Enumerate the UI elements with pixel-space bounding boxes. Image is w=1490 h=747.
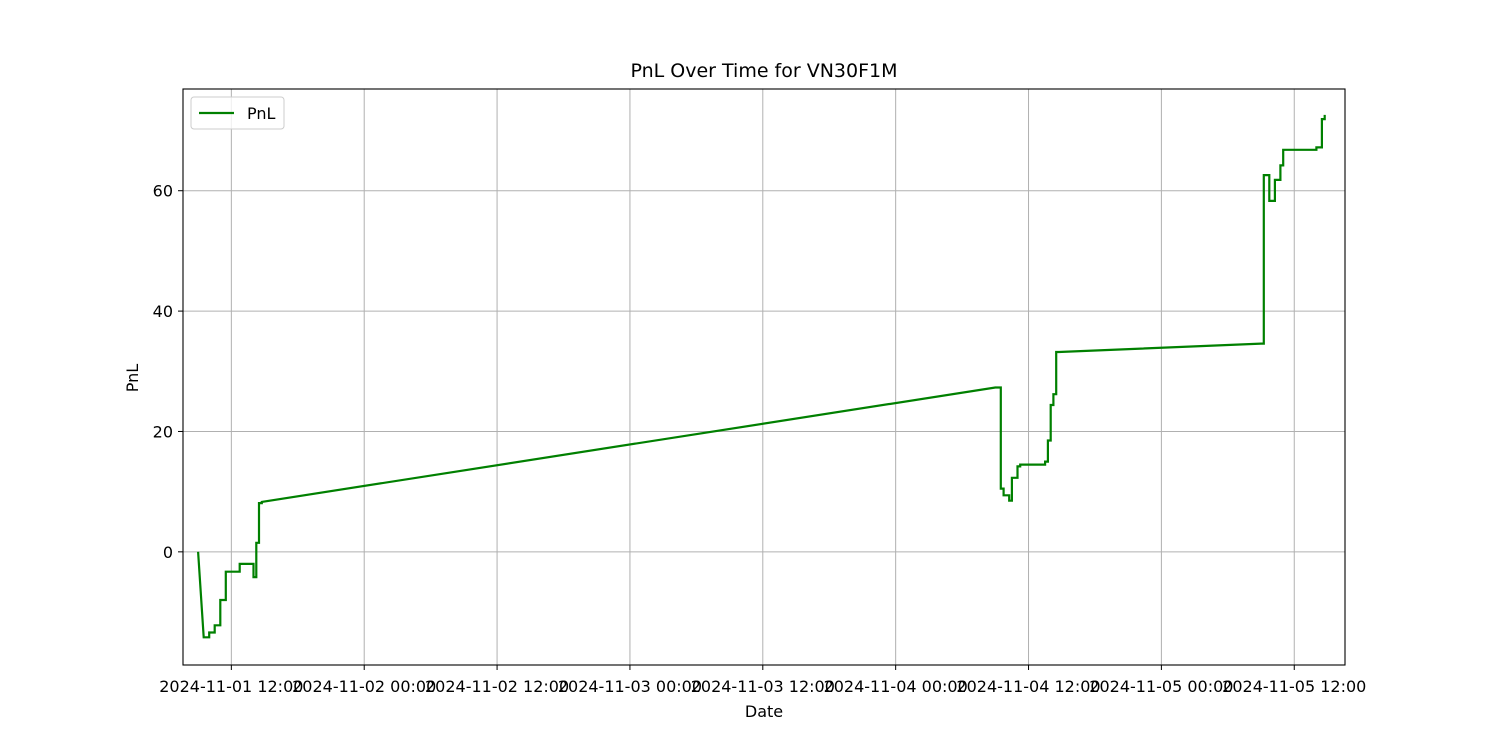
x-tick-label: 2024-11-01 12:00 — [159, 677, 303, 696]
y-tick-label: 20 — [153, 422, 173, 441]
legend-box — [190, 96, 285, 130]
legend-label: PnL — [247, 104, 276, 123]
grid-lines — [183, 89, 1345, 665]
x-tick-label: 2024-11-05 00:00 — [1089, 677, 1233, 696]
y-axis-label: PnL — [123, 364, 142, 393]
x-axis-label: Date — [745, 702, 783, 721]
x-tick-label: 2024-11-04 12:00 — [956, 677, 1100, 696]
y-tick-label: 40 — [153, 302, 173, 321]
y-tick-label: 0 — [163, 543, 173, 562]
chart-title: PnL Over Time for VN30F1M — [630, 60, 897, 82]
x-tick-label: 2024-11-05 12:00 — [1222, 677, 1366, 696]
y-tick-label: 60 — [153, 182, 173, 201]
series-layer — [197, 114, 1326, 639]
x-tick-label: 2024-11-02 12:00 — [425, 677, 569, 696]
y-axis: 0 20 40 60 — [153, 182, 183, 562]
series-line-pnl — [197, 114, 1326, 639]
x-tick-label: 2024-11-02 00:00 — [292, 677, 436, 696]
plot-frame — [182, 88, 1346, 666]
legend: PnL — [190, 96, 285, 130]
x-tick-label: 2024-11-03 00:00 — [558, 677, 702, 696]
x-tick-label: 2024-11-03 12:00 — [691, 677, 835, 696]
x-tick-label: 2024-11-04 00:00 — [824, 677, 968, 696]
